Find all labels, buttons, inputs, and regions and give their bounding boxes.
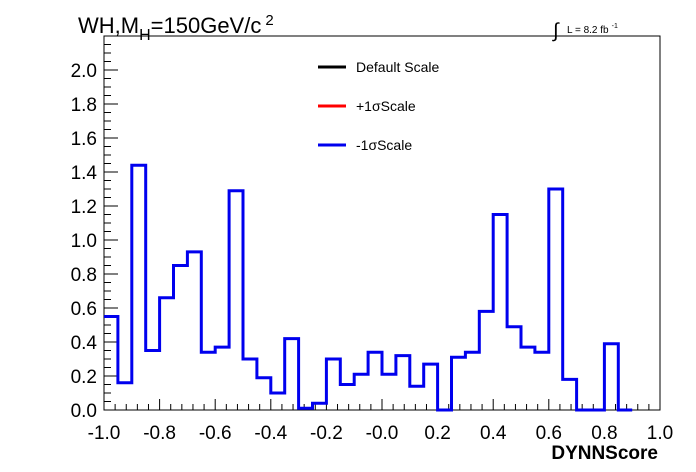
- lumi-text: L = 8.2 fb: [567, 25, 609, 36]
- x-tick-label: 0.6: [536, 423, 562, 444]
- x-tick-label: 0.2: [424, 423, 450, 444]
- histogram-series-line: [104, 163, 633, 412]
- x-tick-label: -0.2: [310, 423, 343, 444]
- x-tick-label: -0.6: [199, 423, 232, 444]
- title-prefix: WH,M: [78, 13, 139, 38]
- y-tick-label: 1.8: [71, 95, 97, 116]
- legend-entry-label: +1σScale: [356, 98, 416, 114]
- legend: Default Scale +1σScale -1σScale: [318, 59, 439, 153]
- x-tick-label: -0.8: [143, 423, 176, 444]
- x-axis-label: DYNNScore: [551, 443, 658, 464]
- x-tick-label: -1.0: [88, 423, 121, 444]
- y-axis: 0.0 0.2 0.4 0.6 0.8 1.0 1.2 1.4 1.6 1.8 2.0: [71, 44, 118, 422]
- y-tick-label: 1.0: [71, 231, 97, 252]
- y-tick-label: 0.4: [71, 333, 98, 354]
- y-tick-label: 1.4: [71, 163, 98, 184]
- y-tick-label: 2.0: [71, 61, 97, 82]
- lumi-integral-sign: ∫: [552, 20, 560, 42]
- x-tick-label: 0.8: [591, 423, 617, 444]
- y-tick-label: 1.6: [71, 129, 97, 150]
- title-suffix: =150GeV/c: [151, 13, 262, 38]
- x-tick-label: -0.4: [254, 423, 287, 444]
- x-tick-label: 1.0: [647, 423, 673, 444]
- y-tick-label: 0.6: [71, 299, 97, 320]
- y-tick-label: 1.2: [71, 197, 97, 218]
- legend-entry-label: Default Scale: [356, 59, 439, 75]
- y-tick-label: 0.2: [71, 367, 97, 388]
- title-subscript: H: [139, 27, 151, 44]
- legend-entry-label: -1σScale: [356, 137, 412, 153]
- y-tick-label: 0.0: [71, 401, 97, 422]
- lumi-superscript: -1: [612, 23, 618, 30]
- x-tick-label: -0.0: [366, 423, 399, 444]
- chart-title: WH,MH=150GeV/c 2: [78, 12, 274, 44]
- title-superscript: 2: [265, 12, 273, 29]
- lumi-label: L = 8.2 fb -1: [567, 23, 618, 36]
- x-axis: -1.0 -0.8 -0.6 -0.4 -0.2 -0.0 0.2 0.4 0.6 0.8 1.0: [88, 399, 673, 444]
- x-tick-label: 0.4: [480, 423, 507, 444]
- y-tick-label: 0.8: [71, 265, 97, 286]
- series-layer: [104, 163, 633, 412]
